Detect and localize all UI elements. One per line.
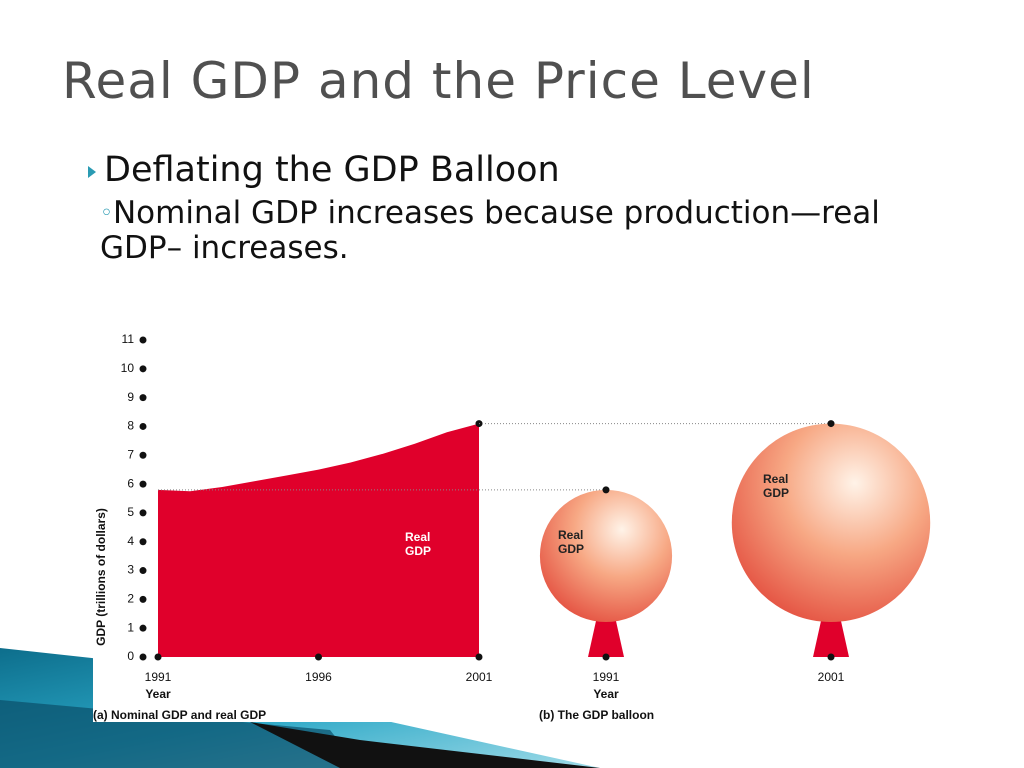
- x-tick-dot: [315, 653, 322, 661]
- y-tick-dot: [139, 451, 147, 459]
- caption: (a) Nominal GDP and real GDP: [93, 708, 266, 722]
- y-tick-dot: [139, 336, 147, 344]
- balloon: [539, 489, 673, 622]
- x-tick-dot: [154, 653, 162, 661]
- x-tick-label: 1996: [305, 670, 332, 684]
- bullet: Deflating the GDP Balloon: [88, 150, 560, 190]
- y-tick-label: 1: [127, 620, 134, 634]
- x-dot: [827, 653, 835, 661]
- caption: (b) The GDP balloon: [539, 708, 654, 722]
- x-tick-label: 2001: [466, 670, 493, 684]
- y-tick-label: 8: [127, 419, 134, 433]
- annotation: Real GDP: [763, 471, 790, 500]
- x-tick-label: 1991: [145, 670, 172, 684]
- y-tick-dot: [139, 509, 147, 517]
- x-axis-label: Year: [593, 687, 619, 701]
- annotation: Real GDP: [558, 527, 585, 556]
- y-tick-dot: [139, 567, 147, 575]
- x-axis-label: Year: [145, 687, 171, 701]
- y-tick-label: 0: [127, 649, 134, 663]
- y-tick-label: 4: [127, 534, 134, 548]
- slide-title: Real GDP and the Price Level: [62, 52, 815, 110]
- x-tick-label: 2001: [818, 670, 845, 684]
- y-tick-label: 11: [122, 332, 135, 346]
- x-dot: [602, 653, 610, 661]
- area: [158, 423, 479, 657]
- x-tick-dot: [475, 653, 483, 661]
- y-tick-dot: [139, 624, 147, 632]
- y-tick-label: 10: [121, 361, 135, 375]
- y-axis-label: GDP (trillions of dollars): [94, 508, 108, 646]
- y-tick-dot: [139, 480, 147, 488]
- y-tick-label: 2: [127, 592, 134, 606]
- annotation: Real GDP: [405, 530, 432, 558]
- balloon-neck: [813, 612, 849, 657]
- point: [602, 486, 610, 494]
- y-tick-label: 9: [127, 390, 134, 404]
- y-tick-label: 6: [127, 476, 134, 490]
- decoration: [250, 722, 600, 768]
- decoration: [0, 700, 360, 768]
- y-tick-label: 3: [127, 563, 134, 577]
- y-tick-dot: [139, 595, 147, 603]
- sub-bullet-text: Nominal GDP increases because production…: [100, 195, 880, 266]
- y-tick-dot: [139, 538, 147, 546]
- sub-bullet: Nominal GDP increases because production…: [100, 196, 950, 265]
- x-tick-label: 1991: [593, 670, 620, 684]
- y-tick-dot: [139, 365, 147, 373]
- point: [827, 420, 835, 428]
- y-tick-dot: [139, 394, 147, 402]
- balloon-neck: [588, 612, 624, 657]
- y-tick-dot: [139, 422, 147, 430]
- y-tick-dot: [139, 653, 147, 661]
- balloon: [731, 423, 931, 622]
- y-tick-label: 5: [127, 505, 134, 519]
- y-tick-label: 7: [127, 447, 134, 461]
- bullet-text: Deflating the GDP Balloon: [104, 150, 560, 190]
